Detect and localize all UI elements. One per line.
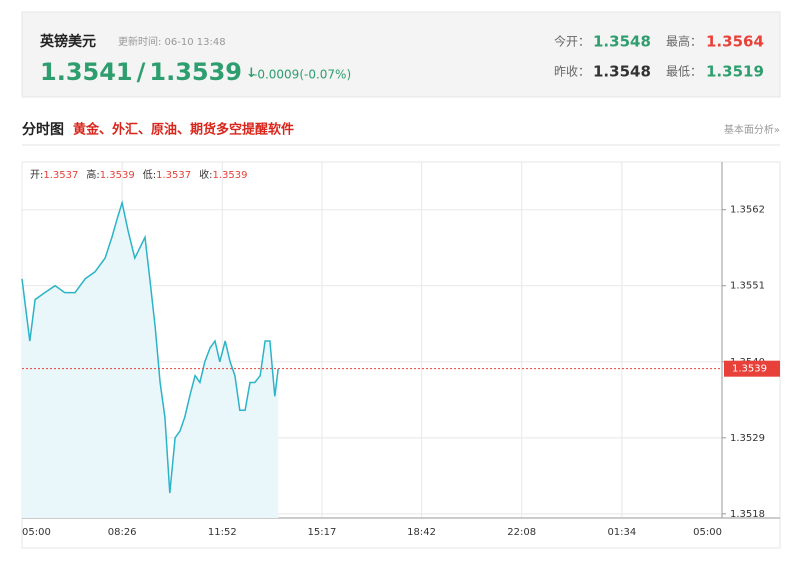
summary-value: 1.3537: [43, 170, 78, 181]
high-label: 最高：: [666, 34, 702, 49]
summary-value: 1.3539: [213, 170, 248, 181]
low-label: 最低：: [666, 65, 702, 79]
x-tick-label: 18:42: [407, 527, 436, 538]
separator: /: [137, 58, 146, 86]
last-price-label: 1.3539: [732, 364, 767, 375]
section-title: 分时图: [22, 121, 64, 138]
price-line: [21, 199, 279, 494]
prev: 1.3548: [593, 63, 651, 81]
symbol-name: 英镑美元: [39, 33, 96, 50]
promo-link[interactable]: 黄金、外汇、原油、期货多空提醒软件: [73, 122, 294, 138]
summary-value: 1.3539: [100, 170, 135, 181]
quote-panel: [21, 11, 781, 98]
x-tick-label: 11:52: [208, 527, 237, 538]
open-label: 今开：: [554, 34, 590, 49]
prev-label: 昨收：: [554, 65, 590, 79]
x-tick-label: 15:17: [308, 527, 337, 538]
summary: 开:1.3537 高:1.3539 低:1.3537 收:1.3539: [30, 168, 248, 181]
x-tick-label: 01:34: [607, 527, 636, 538]
arrow: ↓: [246, 66, 257, 81]
last-price-tag: [724, 360, 780, 377]
x-tick-label: 22:08: [507, 527, 536, 538]
x-tick-label: 08:26: [108, 527, 137, 538]
update-time: 更新时间: 06-10 13:48: [118, 35, 226, 48]
y-tick-label: 1.3529: [730, 433, 765, 444]
y-tick-label: 1.3551: [730, 281, 765, 292]
analysis-link[interactable]: 基本面分析»: [724, 123, 780, 136]
y-tick-label: 1.3562: [730, 205, 765, 216]
bid: 1.3541: [40, 58, 133, 86]
ask: 1.3539: [149, 58, 242, 86]
x-tick-label: 05:00: [693, 527, 722, 538]
open: 1.3548: [593, 33, 651, 51]
change: -0.0009(-0.07%): [253, 68, 351, 82]
high: 1.3564: [706, 33, 764, 51]
y-tick-label: 1.3518: [730, 509, 765, 520]
price-area: [22, 202, 279, 519]
price: 1.3541/1.3539 ↓: [40, 58, 257, 86]
summary-label: 高:: [86, 168, 99, 181]
summary-label: 收:: [199, 168, 212, 181]
summary-label: 低:: [143, 168, 156, 181]
summary-label: 开:: [30, 170, 43, 181]
summary-value: 1.3537: [156, 170, 191, 181]
x-tick-label: 05:00: [22, 527, 51, 538]
low: 1.3519: [706, 63, 764, 81]
